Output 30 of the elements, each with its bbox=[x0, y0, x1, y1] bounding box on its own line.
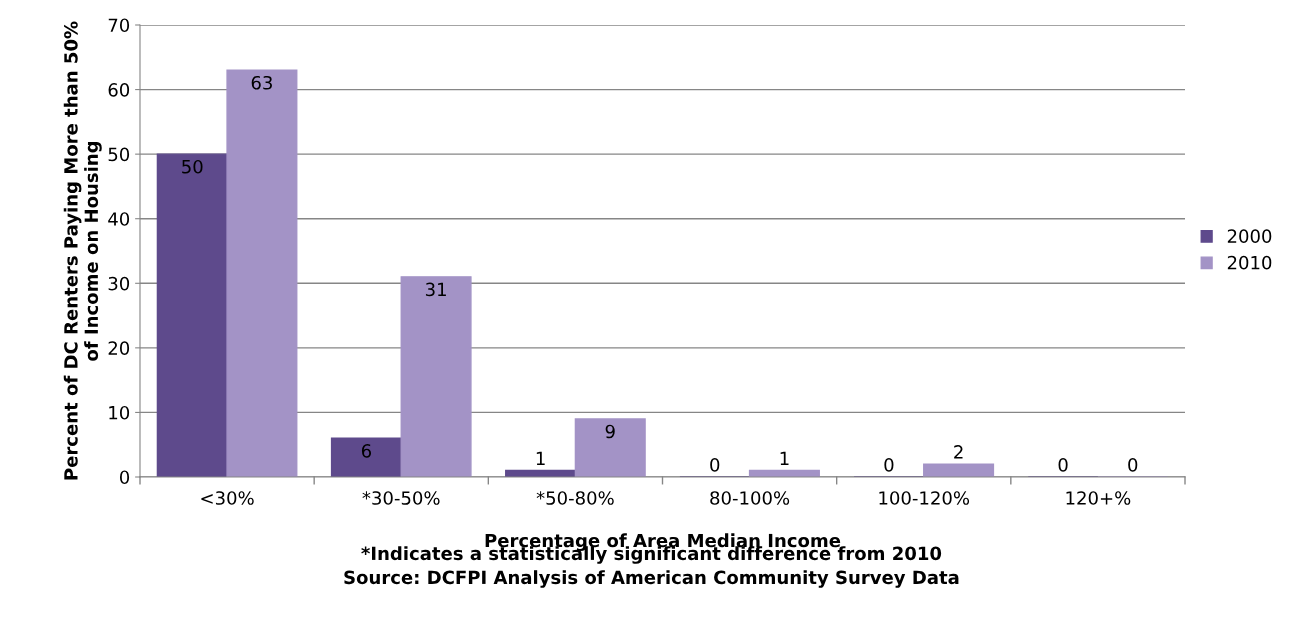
x-tick-label: *50-80% bbox=[536, 491, 614, 505]
data-label: 0 bbox=[1058, 458, 1068, 472]
x-tick-label: <30% bbox=[201, 491, 254, 505]
y-tick-label: 20 bbox=[108, 341, 130, 355]
source-note: Source: DCFPI Analysis of American Community Survey Data bbox=[344, 570, 959, 588]
x-tick-label: *30-50% bbox=[362, 491, 440, 505]
data-label: 2 bbox=[954, 445, 963, 459]
data-label: 63 bbox=[251, 75, 272, 90]
data-label: 6 bbox=[361, 444, 372, 458]
y-tick-label: 70 bbox=[108, 18, 130, 33]
y-tick-label: 30 bbox=[108, 276, 130, 291]
legend-label: 2010 bbox=[1227, 255, 1272, 270]
y-axis-title: Percent of DC Renters Paying More than 50% of Income on Housing bbox=[63, 21, 102, 480]
data-label: 0 bbox=[884, 458, 894, 472]
y-tick-label: 10 bbox=[109, 405, 130, 420]
data-label: 0 bbox=[710, 458, 720, 472]
y-tick-label: 60 bbox=[108, 83, 130, 97]
data-label: 0 bbox=[1128, 458, 1138, 472]
data-label: 9 bbox=[605, 424, 615, 439]
data-label: 31 bbox=[425, 282, 446, 297]
x-tick-label: 100-120% bbox=[879, 491, 970, 505]
y-tick-label: 0 bbox=[119, 470, 130, 485]
data-label: 1 bbox=[536, 451, 545, 465]
x-tick-label: 120+% bbox=[1066, 491, 1131, 505]
y-tick-label: 50 bbox=[108, 147, 130, 162]
y-tick-label: 40 bbox=[108, 212, 130, 226]
data-label: 50 bbox=[182, 159, 203, 174]
legend-label: 2000 bbox=[1227, 229, 1272, 243]
data-label: 1 bbox=[780, 451, 789, 465]
x-tick-label: 80-100% bbox=[710, 491, 790, 505]
